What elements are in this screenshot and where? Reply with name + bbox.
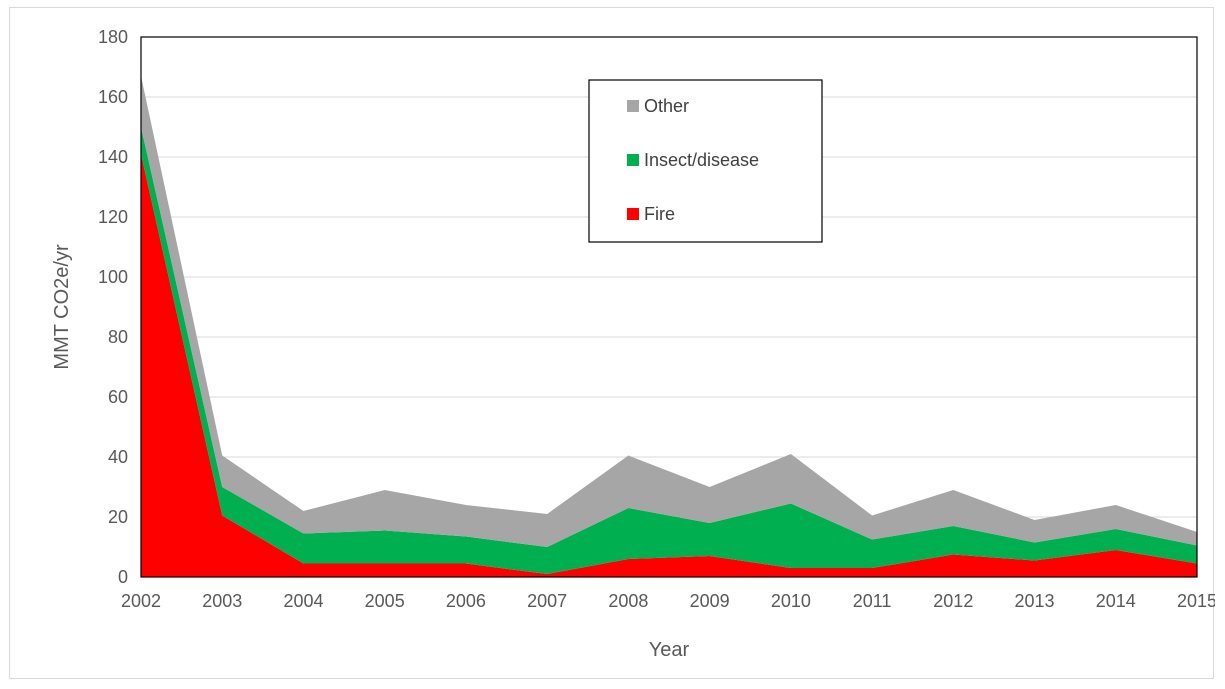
y-tick-label: 0 xyxy=(118,567,128,587)
x-tick-label: 2003 xyxy=(202,591,242,611)
y-tick-label: 120 xyxy=(98,207,128,227)
x-tick-label: 2002 xyxy=(121,591,161,611)
y-tick-label: 80 xyxy=(108,327,128,347)
x-tick-label: 2013 xyxy=(1015,591,1055,611)
x-tick-label: 2009 xyxy=(690,591,730,611)
legend-label-fire: Fire xyxy=(644,204,675,224)
area-insect-disease xyxy=(141,127,1197,574)
y-tick-label: 60 xyxy=(108,387,128,407)
legend-swatch-fire xyxy=(627,208,639,220)
x-axis-title: Year xyxy=(649,639,690,661)
legend-label-insect-disease: Insect/disease xyxy=(644,150,759,170)
y-tick-label: 140 xyxy=(98,147,128,167)
x-tick-label: 2006 xyxy=(446,591,486,611)
legend-swatch-insect-disease xyxy=(627,154,639,166)
y-axis-ticks: 0 20 40 60 80 100 120 140 160 180 xyxy=(98,27,128,587)
y-tick-label: 40 xyxy=(108,447,128,467)
x-tick-label: 2008 xyxy=(608,591,648,611)
legend-label-other: Other xyxy=(644,96,689,116)
legend-swatch-other xyxy=(627,100,639,112)
area-fire xyxy=(141,154,1197,577)
x-tick-label: 2004 xyxy=(283,591,323,611)
plot-area-border xyxy=(140,36,1198,578)
x-tick-label: 2011 xyxy=(853,591,892,611)
y-tick-label: 100 xyxy=(98,267,128,287)
x-tick-label: 2010 xyxy=(771,591,811,611)
y-axis-title: MMT CO2e/yr xyxy=(51,244,73,370)
area-series xyxy=(141,76,1197,577)
legend: Other Insect/disease Fire xyxy=(588,79,823,243)
x-tick-label: 2005 xyxy=(365,591,405,611)
y-tick-label: 180 xyxy=(98,27,128,47)
area-other xyxy=(141,76,1197,547)
x-axis-ticks: 2002 2003 2004 2005 2006 2007 2008 2009 2010 2011… xyxy=(121,591,1215,611)
y-tick-label: 160 xyxy=(98,87,128,107)
x-tick-label: 2015 xyxy=(1177,591,1215,611)
x-tick-label: 2007 xyxy=(527,591,567,611)
y-tick-label: 20 xyxy=(108,507,128,527)
chart-frame: 0 20 40 60 80 100 120 140 160 180 2002 2003 2004 200… xyxy=(9,7,1215,679)
x-tick-label: 2014 xyxy=(1096,591,1136,611)
x-tick-label: 2012 xyxy=(933,591,973,611)
